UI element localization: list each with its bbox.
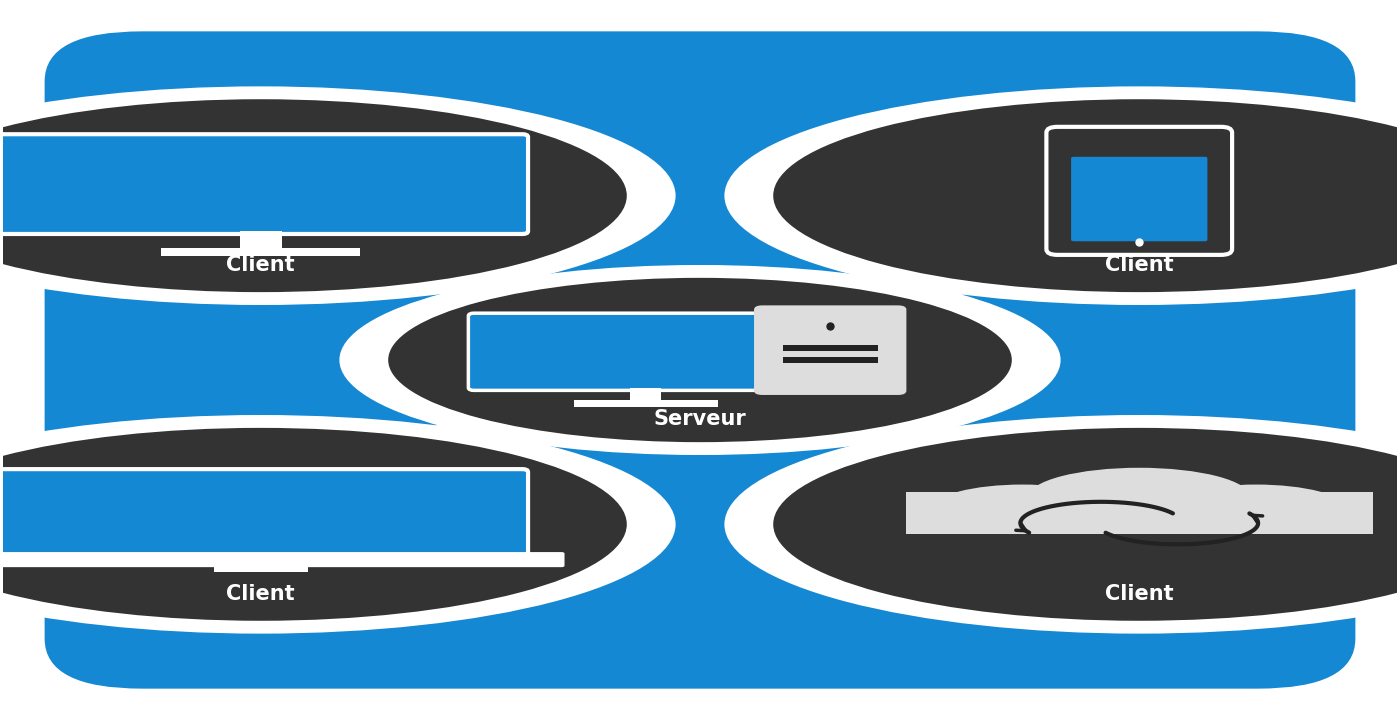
Bar (783, 345, 878, 351)
Ellipse shape (1166, 485, 1345, 533)
Ellipse shape (724, 86, 1400, 305)
Text: Réponse: Réponse (462, 443, 549, 461)
Bar (783, 357, 878, 363)
Bar (630, 387, 661, 400)
Text: Client: Client (1105, 255, 1173, 275)
FancyBboxPatch shape (0, 552, 564, 567)
Text: Demande: Demande (868, 289, 965, 307)
Ellipse shape (1029, 469, 1250, 527)
FancyBboxPatch shape (469, 313, 823, 390)
FancyBboxPatch shape (0, 469, 528, 557)
Text: Réponse: Réponse (441, 289, 526, 307)
Text: Serveur: Serveur (654, 409, 746, 429)
Bar (161, 248, 360, 256)
Ellipse shape (773, 99, 1400, 292)
Text: Demande: Demande (435, 413, 532, 431)
Text: Réponse: Réponse (851, 259, 938, 277)
Ellipse shape (388, 278, 1012, 442)
Text: Demande: Demande (458, 259, 554, 277)
Text: Client: Client (227, 255, 295, 275)
Ellipse shape (0, 428, 627, 621)
Bar (239, 231, 281, 248)
Ellipse shape (934, 485, 1112, 533)
Ellipse shape (0, 415, 676, 634)
FancyBboxPatch shape (0, 134, 528, 234)
Bar (906, 492, 1373, 534)
Ellipse shape (0, 99, 627, 292)
Text: Réponse: Réponse (874, 413, 959, 431)
Text: Requête: Requête (853, 443, 937, 461)
Bar (895, 534, 1383, 565)
FancyBboxPatch shape (755, 305, 906, 395)
FancyBboxPatch shape (1046, 127, 1232, 255)
Ellipse shape (724, 415, 1400, 634)
Ellipse shape (773, 428, 1400, 621)
Ellipse shape (0, 86, 676, 305)
Ellipse shape (339, 265, 1061, 455)
Text: Client: Client (1105, 584, 1173, 604)
Bar (214, 566, 308, 572)
FancyBboxPatch shape (1071, 157, 1207, 241)
FancyBboxPatch shape (45, 32, 1355, 688)
Bar (574, 400, 718, 407)
Text: Client: Client (227, 584, 295, 604)
